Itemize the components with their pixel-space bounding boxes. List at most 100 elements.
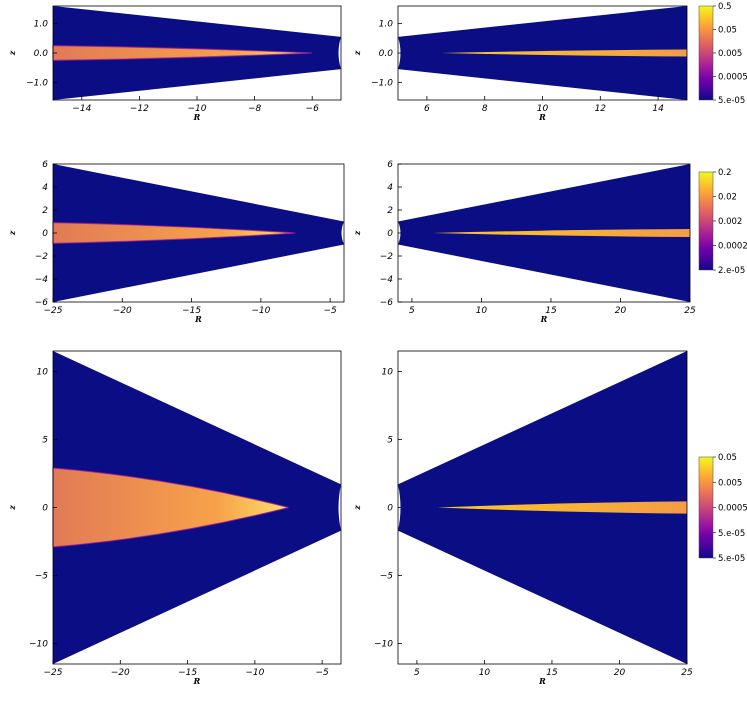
- x-tick-label: 10: [479, 668, 491, 678]
- x-tick-label: 15: [546, 668, 558, 678]
- colorbar-label: 5.e-05: [718, 96, 745, 106]
- colorbar-label: 0.05: [718, 453, 737, 463]
- x-tick-label: −10: [251, 306, 270, 316]
- disc-region: [53, 468, 289, 547]
- disc-halo: [52, 45, 313, 61]
- panel-5: −25 −20 −15 −10 −5 −10 −5 0 5 10 Rz: [7, 350, 342, 686]
- y-tick-label: −4: [35, 275, 49, 285]
- colorbar: [698, 456, 714, 559]
- y-tick-label: 4: [42, 183, 48, 193]
- y-axis-label: z: [7, 50, 17, 56]
- colorbar-label: 5.e-05: [718, 554, 745, 564]
- y-tick-label: 5: [42, 435, 48, 445]
- disc-region: [437, 501, 687, 514]
- x-tick-label: 10: [537, 104, 549, 114]
- y-axis-label: z: [352, 505, 362, 511]
- y-tick-label: 1.0: [34, 20, 49, 30]
- x-tick-label: 6: [424, 104, 430, 114]
- x-axis-label: R: [540, 314, 548, 324]
- x-tick-label: −5: [316, 668, 330, 678]
- y-tick-label: 6: [42, 160, 48, 170]
- disc-region: [53, 45, 313, 61]
- colorbar-label: 0.0002: [718, 242, 747, 252]
- x-tick-label: −6: [306, 104, 320, 114]
- x-axis-label: R: [538, 676, 546, 686]
- panel-1: −14 −12 −10 −8 −6 −1.0 0.0 1.0 Rz: [7, 5, 342, 122]
- x-tick-label: −15: [182, 306, 201, 316]
- x-tick-label: −12: [130, 104, 149, 114]
- y-tick-label: −6: [35, 298, 49, 308]
- y-axis-label: z: [7, 505, 17, 511]
- y-tick-label: 10: [382, 367, 394, 377]
- colorbar-label: 0.0005: [718, 73, 747, 83]
- y-tick-label: 0.0: [379, 49, 394, 59]
- x-tick-label: −25: [44, 306, 63, 316]
- x-tick-label: −5: [324, 306, 338, 316]
- y-tick-label: −1.0: [26, 78, 48, 88]
- x-tick-label: −20: [111, 668, 130, 678]
- colorbar-label: 0.2: [718, 168, 732, 178]
- y-axis-label: z: [352, 50, 362, 56]
- y-tick-label: −5: [35, 572, 49, 582]
- y-axis-label: z: [7, 230, 17, 236]
- y-tick-label: −2: [35, 252, 49, 262]
- y-tick-label: 6: [387, 160, 393, 170]
- x-tick-label: 10: [476, 306, 488, 316]
- x-tick-label: −25: [44, 668, 63, 678]
- y-tick-label: 1.0: [379, 20, 394, 30]
- y-tick-label: 0: [42, 229, 48, 239]
- x-tick-label: 5: [409, 306, 415, 316]
- y-tick-label: 0: [387, 504, 393, 514]
- y-tick-label: −4: [380, 275, 394, 285]
- colorbar-label: 0.02: [718, 193, 737, 203]
- colorbar-label: 0.005: [718, 49, 742, 59]
- y-tick-label: −2: [380, 252, 394, 262]
- y-tick-label: 0: [387, 229, 393, 239]
- x-axis-label: R: [193, 676, 201, 686]
- y-tick-label: 0: [42, 504, 48, 514]
- x-tick-label: 25: [684, 306, 696, 316]
- y-tick-label: −10: [29, 640, 48, 650]
- y-axis-label: z: [352, 230, 362, 236]
- panel-6: 5 10 15 20 25 −10 −5 0 5 10 Rz 0.05 0.005 0.0005 5.e-0…: [352, 350, 747, 686]
- colorbar-label: 0.005: [718, 478, 742, 488]
- y-tick-label: −6: [380, 298, 394, 308]
- y-tick-label: 5: [387, 435, 393, 445]
- y-tick-label: −10: [374, 640, 393, 650]
- x-axis-label: R: [193, 112, 201, 122]
- x-axis-label: R: [538, 112, 546, 122]
- x-tick-label: 14: [652, 104, 664, 114]
- x-tick-label: 15: [545, 306, 557, 316]
- disc-region: [432, 228, 690, 238]
- panel-2: 6 8 10 12 14 −1.0 0.0 1.0 Rz 0.5 0.05 0.005 0.0005 5.…: [352, 2, 747, 122]
- colorbar-label: 0.002: [718, 217, 742, 227]
- x-axis-label: R: [194, 314, 202, 324]
- colorbar-label: 0.5: [718, 2, 732, 12]
- y-tick-label: 4: [387, 183, 393, 193]
- x-tick-label: 25: [681, 668, 693, 678]
- disc-halo: [52, 222, 296, 244]
- colorbar-label: 0.0005: [718, 504, 747, 514]
- x-tick-label: −8: [248, 104, 262, 114]
- x-tick-label: 12: [595, 104, 607, 114]
- y-tick-label: 0.0: [34, 49, 49, 59]
- y-tick-label: −5: [380, 572, 394, 582]
- x-tick-label: −20: [113, 306, 132, 316]
- y-tick-label: 2: [42, 206, 48, 216]
- colorbar-label: 2.e-05: [718, 266, 745, 276]
- disc-halo: [52, 467, 289, 548]
- colorbar-label: 0.05: [718, 26, 737, 36]
- colorbar-label: 5.e-05: [718, 529, 745, 539]
- y-tick-label: 10: [37, 367, 49, 377]
- x-tick-label: −10: [245, 668, 264, 678]
- y-tick-label: −1.0: [371, 78, 393, 88]
- x-tick-label: −10: [188, 104, 207, 114]
- x-tick-label: −14: [72, 104, 91, 114]
- x-tick-label: 5: [414, 668, 420, 678]
- x-tick-label: 20: [614, 668, 626, 678]
- x-tick-label: 8: [482, 104, 488, 114]
- disc-region: [53, 222, 296, 244]
- x-tick-label: −15: [178, 668, 197, 678]
- disc-region: [441, 49, 687, 57]
